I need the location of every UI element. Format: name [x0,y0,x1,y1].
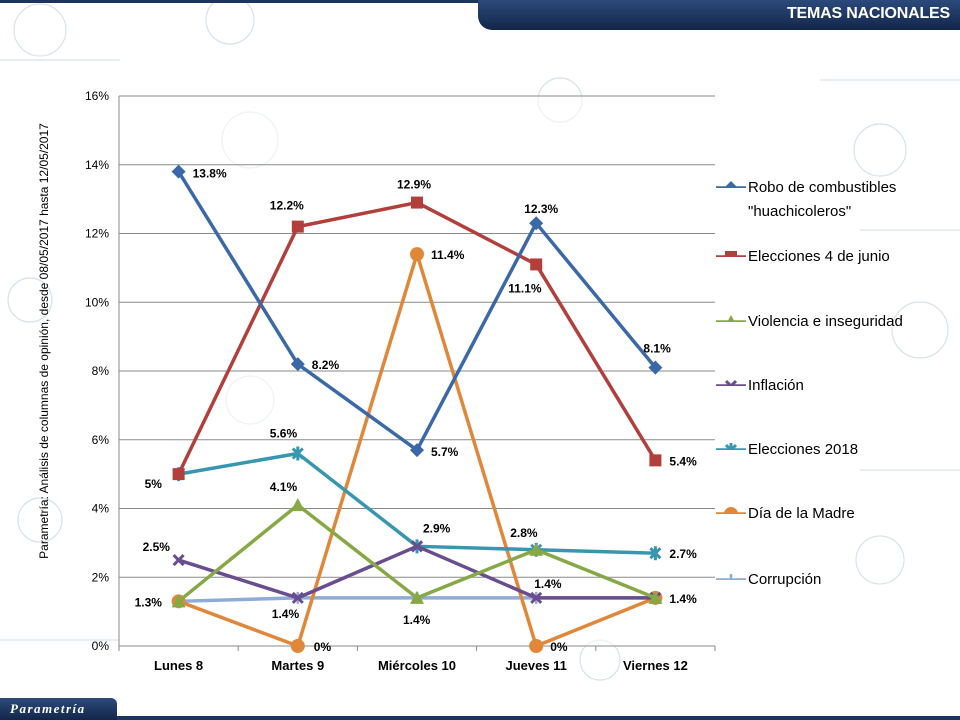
data-point [171,164,186,179]
y-tick-label: 2% [92,570,110,584]
x-tick-label: Viernes 12 [623,658,688,673]
data-point [290,498,305,512]
legend-symbol [724,379,738,386]
data-label: 1.4% [669,592,697,606]
data-point [410,590,424,604]
data-label: 2.5% [143,540,171,554]
top-stripe [0,0,478,3]
data-point [410,247,424,262]
y-tick-label: 8% [92,364,110,378]
data-label: 0% [550,640,568,654]
data-label: 5.7% [431,445,459,459]
parametria-logo: Parametría [0,698,117,720]
data-point [290,639,305,653]
legend-symbol [724,443,738,450]
data-label: 11.4% [431,248,465,262]
data-point [648,360,663,375]
legend-symbol [724,181,738,188]
parametria-logo-text: Parametría [10,701,86,716]
data-label: 1.3% [135,595,163,609]
data-label: 8.2% [312,358,340,372]
data-point [529,542,544,556]
legend-label: Violencia e inseguridad [748,313,903,330]
legend-label: Elecciones 4 de junio [748,248,890,265]
data-point [529,216,544,231]
legend-label: Día de la Madre [748,505,855,522]
data-point [291,591,304,604]
data-point [649,454,662,467]
legend-symbol [724,507,738,514]
data-point [529,639,544,653]
data-label: 5.6% [270,427,298,441]
data-point [530,591,543,604]
legend-label: Robo de combustibles "huachicoleros" [748,179,897,220]
data-label: 1.4% [403,613,431,627]
data-label: 2.9% [423,521,451,535]
x-tick-label: Miércoles 10 [378,658,456,673]
legend-symbol [727,315,735,322]
header-bar: TEMAS NACIONALES [478,0,960,30]
legend-marker [716,181,746,188]
data-label: 12.9% [397,178,431,192]
legend-label: Inflación [748,377,804,394]
data-point [530,258,543,271]
y-tick-label: 4% [92,502,110,516]
data-label: 12.3% [524,202,558,216]
data-point [411,196,423,209]
legend-symbol [725,574,737,580]
data-point [172,468,185,481]
x-tick-label: Martes 9 [271,658,324,673]
data-point [648,590,663,604]
data-label: 2.8% [510,526,538,540]
y-tick-label: 16% [85,89,109,103]
legend-label: Corrupción [748,571,822,588]
legend-marker [716,315,746,322]
data-label: 0% [314,640,332,654]
data-label: 1.4% [534,577,562,591]
data-point [410,443,424,458]
data-point [290,357,305,372]
data-point [291,446,304,461]
legend-marker [716,507,746,514]
data-label: 11.1% [508,281,542,295]
data-point [649,546,662,561]
legend-marker [716,379,746,386]
x-tick-label: Lunes 8 [154,658,203,673]
x-tick-label: Jueves 11 [505,658,566,673]
y-tick-label: 14% [85,158,109,172]
data-label: 1.4% [272,607,300,621]
legend-marker [716,443,746,450]
header-title: TEMAS NACIONALES [786,5,950,22]
footer-line [117,716,960,720]
data-label: 12.2% [270,199,304,213]
legend-marker [716,574,746,580]
data-label: 5.4% [669,454,697,468]
legend-label: Elecciones 2018 [748,441,859,458]
data-point [410,540,424,553]
data-label: 2.7% [669,547,697,561]
y-tick-label: 6% [92,433,110,447]
data-point [291,220,304,233]
y-tick-label: 10% [85,295,109,309]
data-label: 13.8% [193,167,227,181]
data-point [172,554,185,567]
data-label: 5% [145,477,163,491]
y-tick-label: 0% [92,639,110,653]
legend-symbol [725,251,737,257]
data-label: 8.1% [643,342,671,356]
data-label: 4.1% [270,480,298,494]
data-point [171,594,186,608]
y-tick-label: 12% [85,227,109,241]
legend-marker [716,251,746,257]
